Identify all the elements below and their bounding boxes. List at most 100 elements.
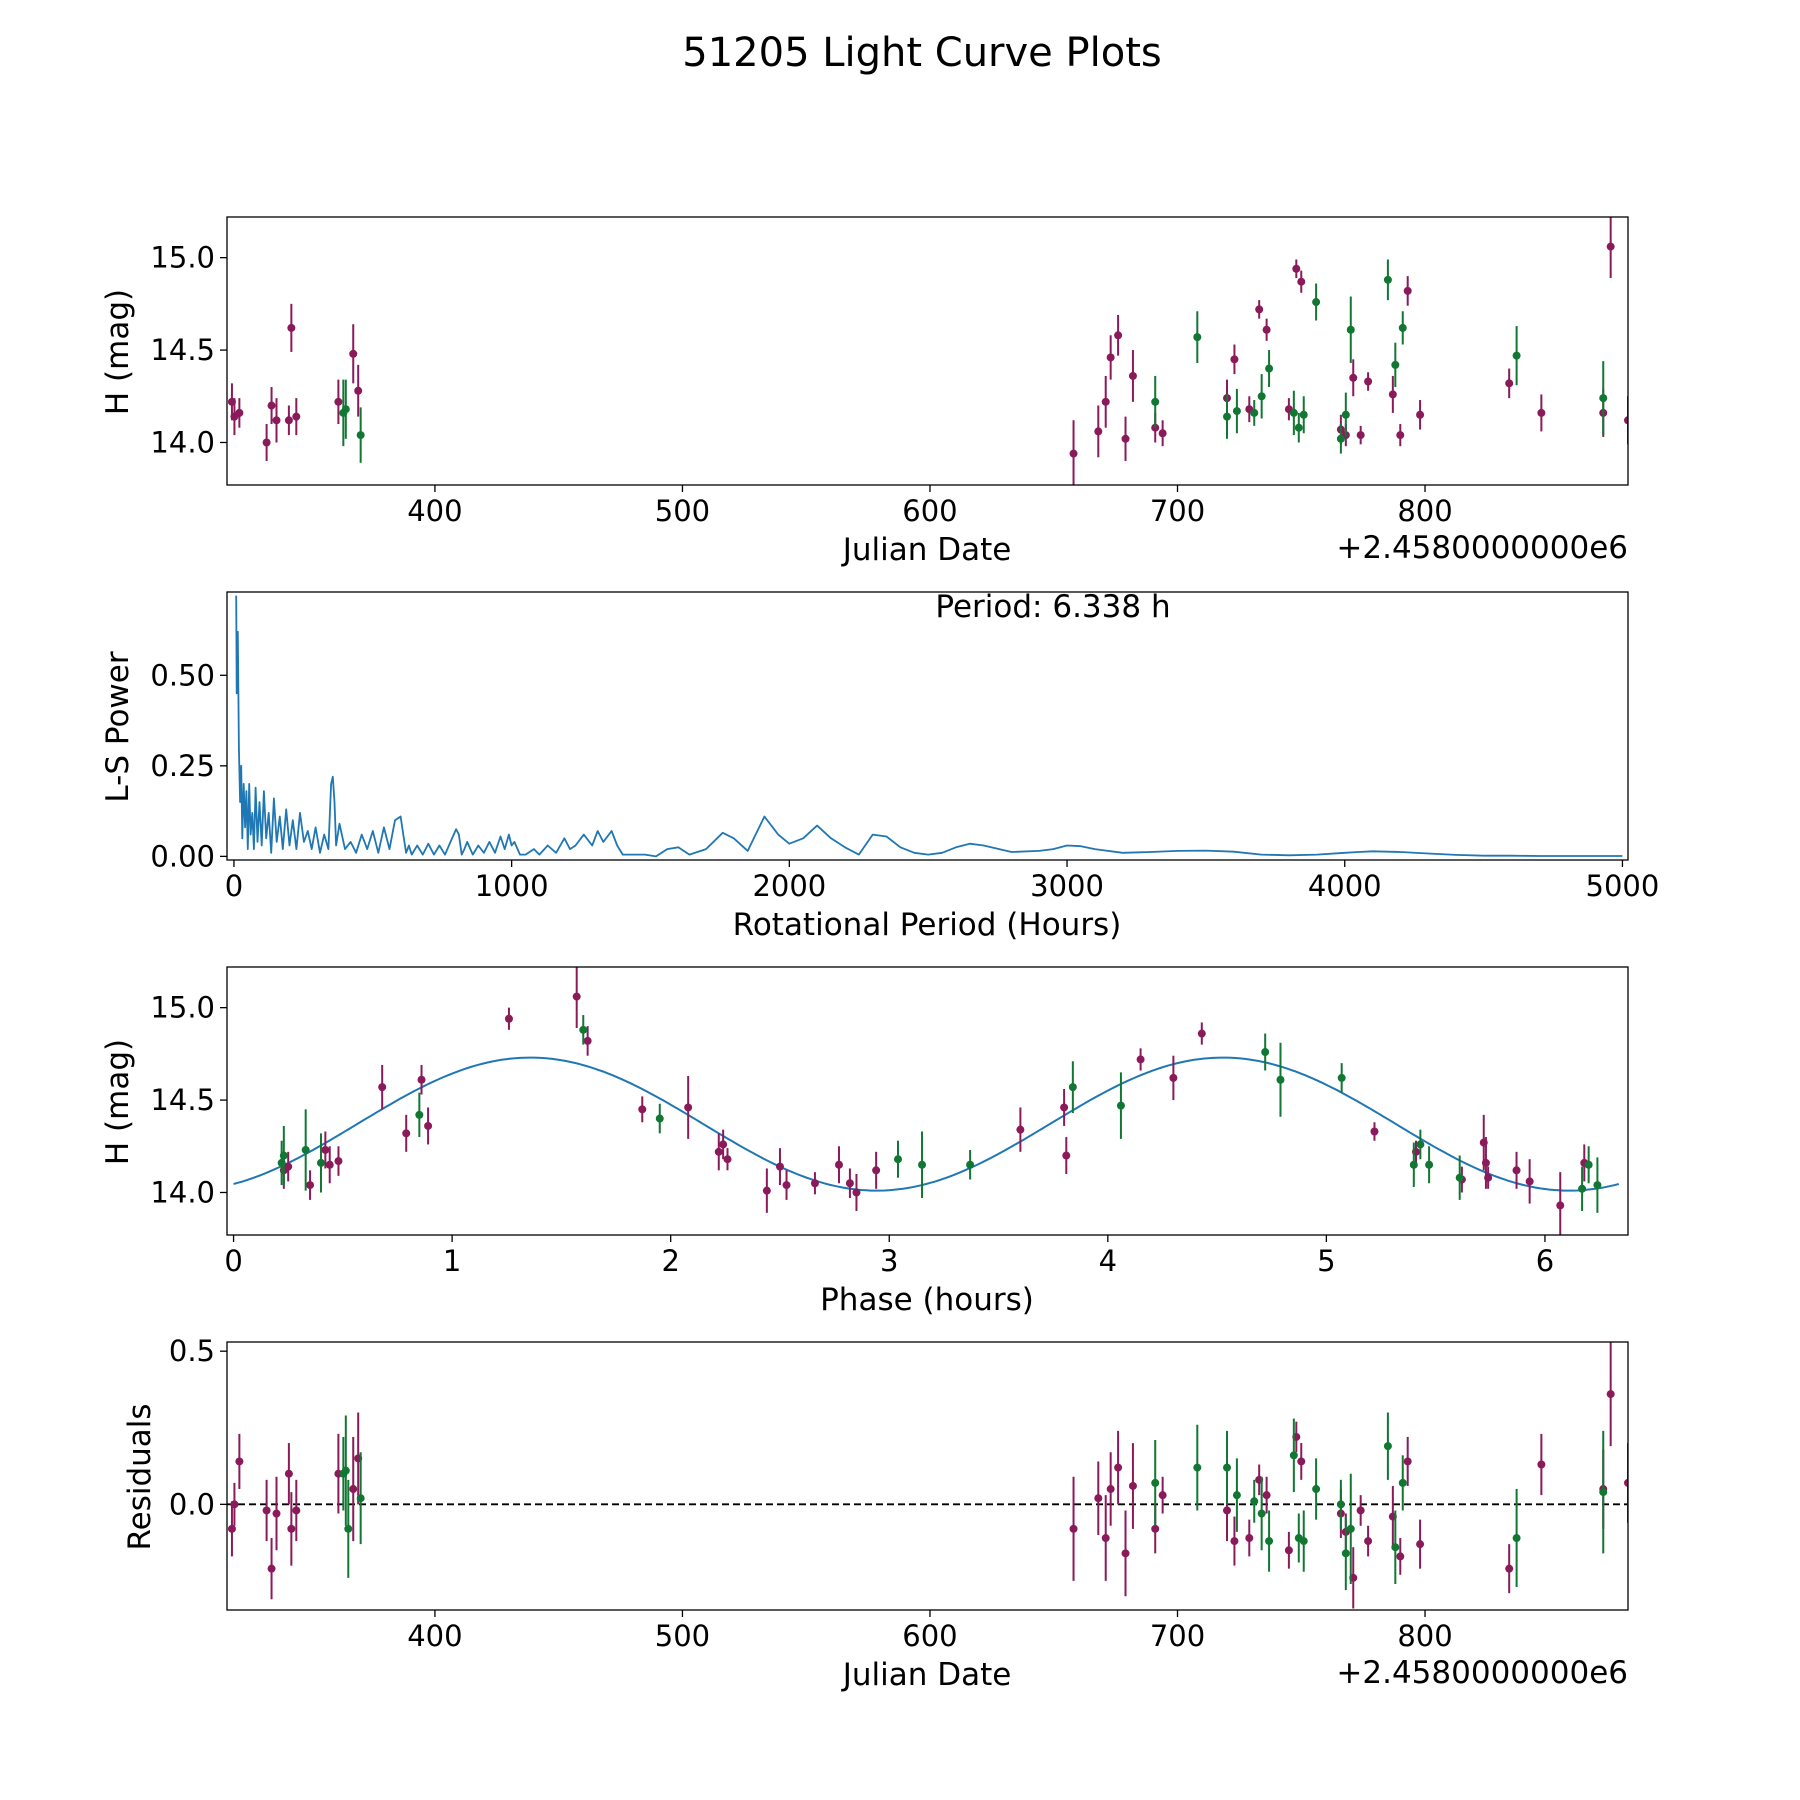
residuals-point-purple <box>1403 1457 1412 1466</box>
residuals-point-purple <box>1094 1494 1103 1503</box>
residuals-point-green <box>1223 1463 1232 1472</box>
phased-xlabel: Phase (hours) <box>820 1282 1034 1318</box>
residuals-point-purple <box>1624 1478 1628 1487</box>
phased-point-green <box>1578 1184 1587 1193</box>
figure-title: 51205 Light Curve Plots <box>682 30 1161 76</box>
residuals-point-purple <box>287 1524 296 1533</box>
periodogram-ytick-label: 0.50 <box>150 658 215 692</box>
phased-xtick-label: 5 <box>1317 1244 1335 1278</box>
residuals-frame <box>226 1341 1629 1611</box>
light-curve-point-purple <box>1356 431 1365 440</box>
residuals-point-green <box>1257 1509 1266 1518</box>
phased-point-green <box>1337 1073 1346 1082</box>
light-curve-ytick-label: 14.5 <box>150 333 215 367</box>
light-curve-xtick-label: 400 <box>407 494 462 528</box>
residuals-ytick-label: 0.0 <box>169 1487 215 1521</box>
light-curve-point-purple <box>1416 410 1425 419</box>
light-curve-point-purple <box>1606 242 1615 251</box>
light-curve-point-purple <box>1403 286 1412 295</box>
light-curve-point-green <box>1257 392 1266 401</box>
residuals-point-purple <box>1101 1534 1110 1543</box>
phased-point-purple <box>417 1075 426 1084</box>
light-curve-point-purple <box>1069 449 1078 458</box>
residuals-xtick-label: 800 <box>1397 1619 1452 1653</box>
phased-ytick-label: 14.0 <box>150 1175 215 1209</box>
residuals-point-purple <box>1284 1546 1293 1555</box>
residuals-xtick-label: 700 <box>1150 1619 1205 1653</box>
light-curve-xtick-label: 700 <box>1150 494 1205 528</box>
residuals-point-purple <box>1416 1540 1425 1549</box>
light-curve-point-purple <box>1128 371 1137 380</box>
phased-point-purple <box>583 1036 592 1045</box>
phased-fit-curve <box>233 1056 1620 1192</box>
phased-point-purple <box>572 992 581 1001</box>
residuals-point-purple <box>292 1506 301 1515</box>
residuals-ylabel: Residuals <box>122 1403 158 1550</box>
light-curve-point-green <box>1599 394 1608 403</box>
light-curve-point-purple <box>1388 390 1397 399</box>
residuals-point-purple <box>1114 1463 1123 1472</box>
light-curve-xtick-label: 600 <box>902 494 957 528</box>
phased-point-purple <box>775 1162 784 1171</box>
residuals-ytick-label: 0.5 <box>169 1334 215 1368</box>
light-curve-point-purple <box>1292 264 1301 273</box>
phased-point-green <box>1425 1160 1434 1169</box>
light-curve-xlabel: Julian Date <box>841 532 1012 568</box>
light-curve-point-purple <box>1396 431 1405 440</box>
residuals-point-purple <box>1364 1537 1373 1546</box>
residuals-point-purple <box>1151 1524 1160 1533</box>
phased-point-green <box>1409 1160 1418 1169</box>
light-curve-point-purple <box>292 412 301 421</box>
phased-point-purple <box>402 1129 411 1138</box>
residuals-point-purple <box>230 1500 239 1509</box>
phased-plot-area <box>233 967 1620 1235</box>
residuals-point-green <box>1265 1537 1274 1546</box>
light-curve-point-green <box>1265 364 1274 373</box>
light-curve-point-green <box>1512 351 1521 360</box>
residuals-point-purple <box>262 1506 271 1515</box>
periodogram-xlabel: Rotational Period (Hours) <box>733 907 1122 943</box>
phased-xtick-label: 6 <box>1536 1244 1554 1278</box>
residuals-point-green <box>1346 1524 1355 1533</box>
residuals-point-purple <box>1505 1564 1514 1573</box>
periodogram-ytick-label: 0.25 <box>150 749 215 783</box>
phased-xtick-label: 1 <box>443 1244 461 1278</box>
light-curve-point-purple <box>1262 325 1271 334</box>
residuals-point-purple <box>1537 1460 1546 1469</box>
light-curve-point-purple <box>267 401 276 410</box>
light-curve-point-purple <box>1624 416 1628 425</box>
phased-point-purple <box>1370 1127 1379 1136</box>
phased-point-purple <box>1136 1055 1145 1064</box>
phased-point-purple <box>714 1147 723 1156</box>
light-curve-point-green <box>1294 423 1303 432</box>
phased-point-purple <box>834 1160 843 1169</box>
phased-point-purple <box>1525 1177 1534 1186</box>
phased-point-green <box>1455 1173 1464 1182</box>
light-curve-point-green <box>1250 408 1259 417</box>
light-curve-point-green <box>1391 360 1400 369</box>
residuals-point-purple <box>272 1509 281 1518</box>
residuals-point-purple <box>1297 1457 1306 1466</box>
periodogram-line <box>235 595 1623 858</box>
light-curve-point-purple <box>1114 331 1123 340</box>
light-curve-ytick-label: 14.0 <box>150 425 215 459</box>
light-curve-point-green <box>341 405 350 414</box>
light-curve-point-purple <box>354 386 363 395</box>
light-curve-point-green <box>356 431 365 440</box>
light-curve-xtick-label: 500 <box>655 494 710 528</box>
residuals-point-green <box>1250 1497 1259 1506</box>
phased-point-purple <box>321 1145 330 1154</box>
residuals-point-green <box>1391 1543 1400 1552</box>
light-curve-point-purple <box>272 416 281 425</box>
phased-point-green <box>1068 1083 1077 1092</box>
periodogram-xtick-label: 4000 <box>1308 869 1382 903</box>
phased-ylabel: H (mag) <box>100 1039 136 1165</box>
residuals-xtick-label: 600 <box>902 1619 957 1653</box>
light-curve-point-green <box>1312 298 1321 307</box>
phased-point-green <box>893 1155 902 1164</box>
residuals-point-green <box>1599 1488 1608 1497</box>
light-curve-point-purple <box>1094 427 1103 436</box>
light-curve-point-green <box>1232 407 1241 416</box>
light-curve-point-green <box>1299 410 1308 419</box>
phased-point-purple <box>810 1179 819 1188</box>
